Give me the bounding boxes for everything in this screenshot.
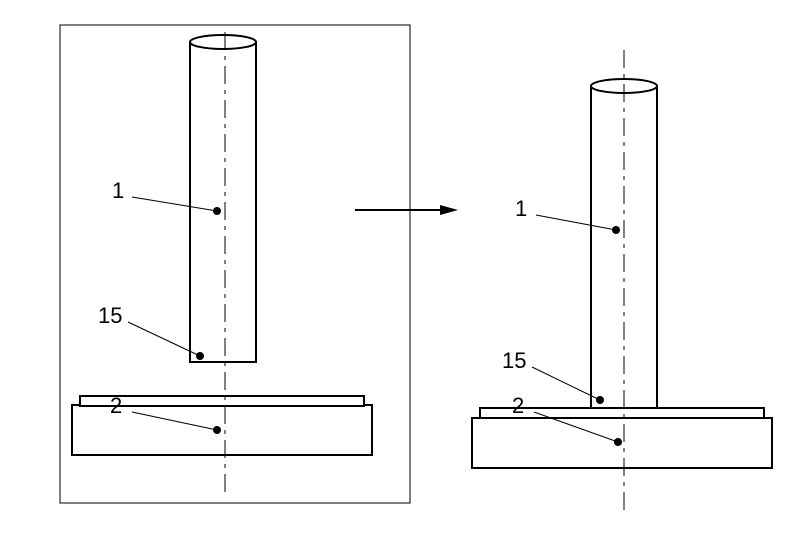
reference-label: 2 — [512, 393, 524, 419]
reference-label: 2 — [110, 393, 122, 419]
reference-label: 15 — [98, 303, 122, 329]
reference-label: 1 — [515, 196, 527, 222]
reference-label: 1 — [112, 178, 124, 204]
technical-diagram — [0, 0, 800, 528]
reference-label: 15 — [502, 348, 526, 374]
